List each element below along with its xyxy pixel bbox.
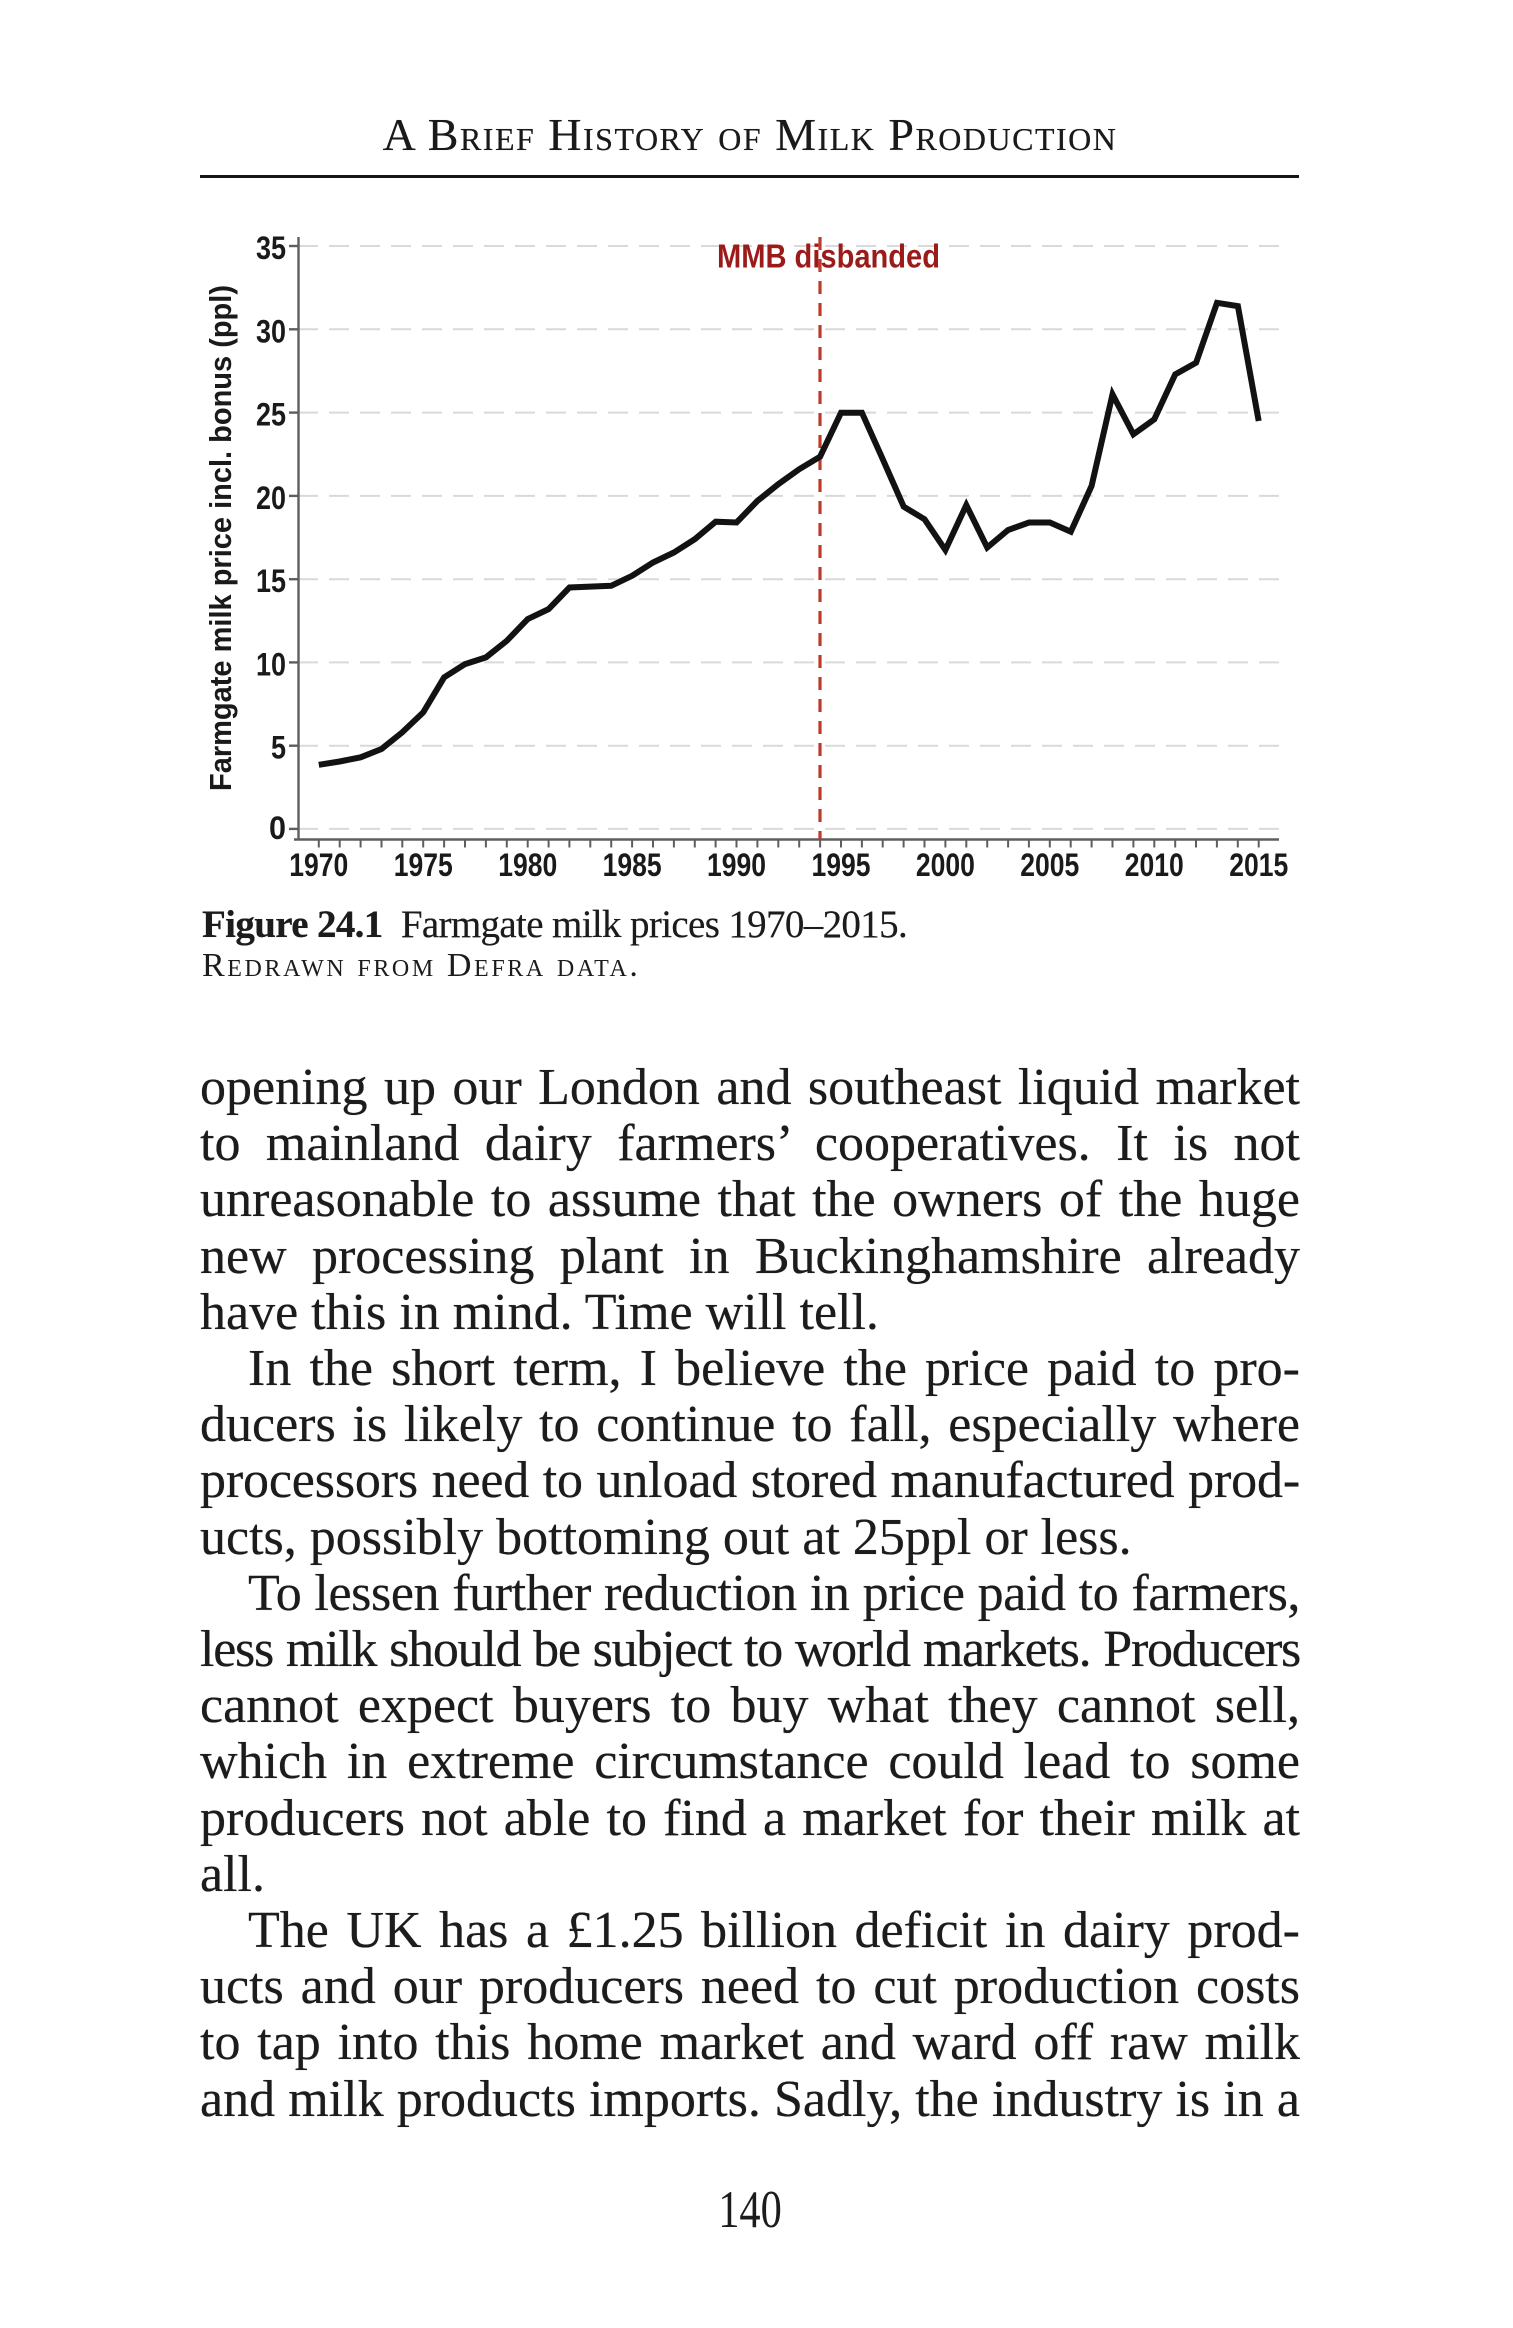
svg-text:30: 30 bbox=[256, 313, 286, 349]
svg-text:1975: 1975 bbox=[394, 847, 453, 883]
svg-text:20: 20 bbox=[256, 480, 286, 516]
svg-text:Farmgate milk price incl. bonu: Farmgate milk price incl. bonus (ppl) bbox=[203, 285, 238, 791]
svg-text:5: 5 bbox=[271, 730, 286, 766]
svg-text:1995: 1995 bbox=[812, 847, 871, 883]
svg-text:2010: 2010 bbox=[1125, 847, 1184, 883]
svg-text:1970: 1970 bbox=[289, 847, 348, 883]
svg-text:10: 10 bbox=[256, 646, 286, 682]
svg-text:2005: 2005 bbox=[1020, 847, 1079, 883]
svg-text:MMB disbanded: MMB disbanded bbox=[717, 238, 940, 275]
svg-text:2015: 2015 bbox=[1229, 847, 1288, 883]
svg-text:2000: 2000 bbox=[916, 847, 975, 883]
svg-text:35: 35 bbox=[256, 230, 286, 266]
svg-text:25: 25 bbox=[256, 397, 286, 433]
svg-text:1980: 1980 bbox=[498, 847, 557, 883]
svg-text:1985: 1985 bbox=[603, 847, 662, 883]
svg-text:1990: 1990 bbox=[707, 847, 766, 883]
svg-text:15: 15 bbox=[256, 563, 286, 599]
svg-text:0: 0 bbox=[269, 810, 286, 846]
